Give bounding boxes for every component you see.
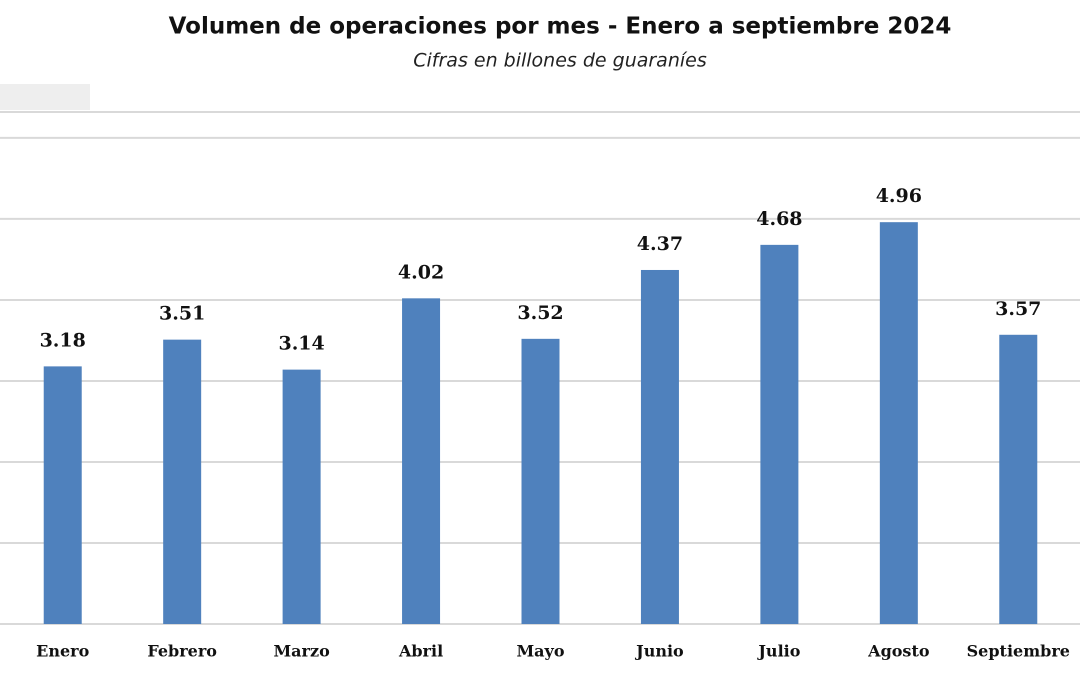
x-tick-label: Abril bbox=[398, 642, 443, 661]
x-tick-label: Febrero bbox=[147, 642, 217, 661]
data-label: 4.02 bbox=[398, 261, 444, 283]
bar bbox=[521, 338, 560, 624]
decoration bbox=[0, 84, 90, 110]
x-tick-label: Julio bbox=[756, 642, 800, 661]
data-label: 3.57 bbox=[995, 298, 1041, 320]
data-label: 3.18 bbox=[40, 329, 86, 351]
bar bbox=[163, 339, 202, 624]
bar bbox=[282, 369, 321, 624]
x-tick-label: Septiembre bbox=[967, 642, 1070, 661]
x-tick-label: Marzo bbox=[273, 642, 330, 661]
x-tick-label: Enero bbox=[36, 642, 89, 661]
chart-title: Volumen de operaciones por mes - Enero a… bbox=[169, 14, 952, 40]
chart-subtitle: Cifras en billones de guaraníes bbox=[413, 50, 707, 72]
bar bbox=[999, 334, 1038, 624]
x-tick-label: Junio bbox=[634, 642, 684, 661]
bar bbox=[879, 222, 918, 624]
x-tick-label: Mayo bbox=[516, 642, 564, 661]
data-label: 4.68 bbox=[756, 208, 802, 230]
bar bbox=[640, 269, 679, 624]
bar bbox=[43, 366, 82, 624]
data-label: 4.37 bbox=[637, 233, 683, 255]
x-tick-label: Agosto bbox=[867, 642, 930, 661]
data-label: 4.96 bbox=[876, 185, 922, 207]
bar bbox=[760, 244, 799, 624]
data-label: 3.51 bbox=[159, 303, 205, 325]
data-label: 3.14 bbox=[278, 333, 324, 355]
bar bbox=[402, 298, 441, 624]
data-label: 3.52 bbox=[517, 302, 563, 324]
